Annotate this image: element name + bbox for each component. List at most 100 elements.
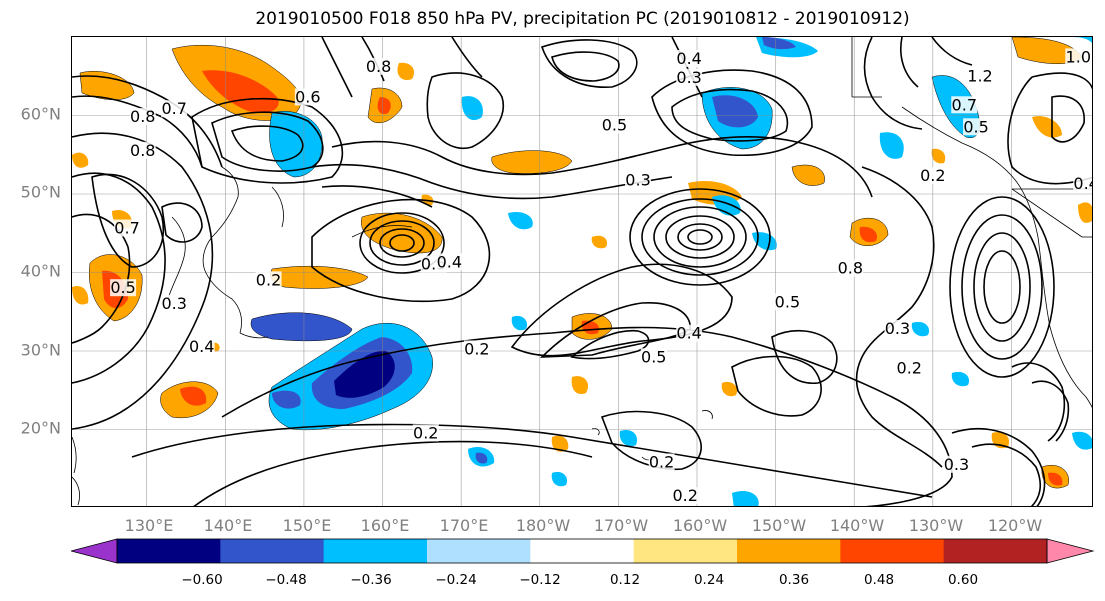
contour-label-bg	[672, 487, 699, 505]
contour-label-bg	[601, 116, 628, 134]
contour-label: 1.2	[967, 66, 992, 85]
colorbar-segment	[323, 539, 428, 563]
contour-label: 0.2	[672, 486, 697, 505]
colorbar-tick-0-36: 0.36	[778, 572, 810, 588]
colorbar-segment	[530, 539, 635, 563]
lon-label-160e: 160°E	[360, 516, 410, 535]
contour-label-bg	[648, 453, 675, 471]
contour-label-bg	[943, 455, 970, 473]
lon-label-170e: 170°E	[439, 516, 489, 535]
contour-label-bg	[188, 338, 215, 356]
colorbar-segment	[427, 539, 531, 563]
map-canvas: 0.60.80.70.80.80.70.50.30.40.20.50.40.20…	[72, 37, 1093, 506]
map-panel: 0.6 0.8 0.7 0.8 0.8 0.7 0.5 0.3 0.4 0.2 0.5 0.4 0.2 0…	[71, 36, 1093, 507]
contour-label-bg	[365, 57, 392, 75]
colorbar-segment	[943, 539, 1048, 563]
contour-label-bg	[774, 293, 801, 311]
contour-label-bg	[676, 324, 703, 342]
contour-label: 0.2	[649, 452, 674, 471]
contour-label: 0.7	[952, 95, 977, 114]
contour-label-bg	[412, 424, 439, 442]
colorbar-tick-0-12: 0.12	[609, 572, 641, 588]
lon-label-140w: 140°W	[829, 516, 885, 535]
contour-label: 0.8	[130, 141, 155, 160]
contour-label-bg	[625, 171, 652, 189]
contour-label-bg	[963, 118, 990, 136]
contour-label-bg	[1073, 174, 1092, 192]
contour-label-bg	[896, 359, 923, 377]
lon-label-140e: 140°E	[203, 516, 253, 535]
contour-label: 0.3	[676, 68, 701, 87]
contour-label-bg	[114, 219, 141, 237]
colorbar-tick-0-48: 0.48	[863, 572, 895, 588]
colorbar-segment	[117, 539, 221, 563]
contour-label: 0.8	[838, 259, 863, 278]
contour-label-bg	[129, 141, 156, 159]
lat-label-40n: 40°N	[20, 261, 61, 281]
figure-title: 2019010500 F018 850 hPa PV, precipitatio…	[255, 9, 910, 29]
contour-label: 0.4	[676, 324, 701, 343]
colorbar-tick-minus-0-60: −0.60	[181, 572, 223, 588]
contour-label: 0.4	[1073, 174, 1093, 193]
contour-label-bg	[951, 96, 978, 114]
contour-label: 0.5	[775, 292, 800, 311]
lat-label-20n: 20°N	[20, 418, 61, 438]
colorbar	[71, 538, 1095, 564]
lon-label-150e: 150°E	[282, 516, 332, 535]
contour-label-bg	[436, 253, 463, 271]
colorbar-segment	[633, 539, 738, 563]
colorbar-tick-0-24: 0.24	[693, 572, 725, 588]
contour-label: 0.4	[189, 337, 214, 356]
contour-label: 1.0	[1066, 47, 1091, 66]
contour-label-bg	[1065, 48, 1092, 66]
contour-label: 0.5	[963, 117, 988, 136]
contour-label: 0.3	[161, 294, 186, 313]
contour-label: 0.5	[602, 116, 627, 135]
contour-label: 0.6	[295, 87, 320, 106]
contour-label: 0.7	[161, 99, 186, 118]
contour-label: 0.4	[437, 252, 462, 271]
contour-label: 0.5	[110, 278, 135, 297]
contour-label: 0.2	[256, 270, 281, 289]
lon-label-120w: 120°W	[987, 516, 1043, 535]
colorbar-extend-high	[1046, 538, 1095, 564]
lon-label-130e: 130°E	[124, 516, 174, 535]
contour-label-bg	[884, 320, 911, 338]
contour-label: 0.2	[413, 423, 438, 442]
contour-label: 0.3	[885, 319, 910, 338]
contour-label-bg	[967, 67, 994, 85]
precipitation-anomaly-shading	[72, 37, 1092, 506]
contour-label: 0.3	[625, 171, 650, 190]
lon-label-130w: 130°W	[908, 516, 964, 535]
colorbar-tick-minus-0-36: −0.36	[350, 572, 392, 588]
colorbar-extend-low	[71, 538, 118, 564]
lon-label-180w: 180°W	[515, 516, 571, 535]
colorbar-segment	[737, 539, 841, 563]
lat-label-30n: 30°N	[20, 340, 61, 360]
contour-label-bg	[161, 100, 188, 118]
contour-label-bg	[294, 88, 321, 106]
contour-label-bg	[837, 259, 864, 277]
contour-label-bg	[129, 108, 156, 126]
contour-labels: 0.60.80.70.80.80.70.50.30.40.20.50.40.20…	[110, 47, 1093, 505]
lon-label-170w: 170°W	[593, 516, 649, 535]
lon-label-150w: 150°W	[751, 516, 807, 535]
contour-label: 0.3	[944, 455, 969, 474]
colorbar-tick-minus-0-48: −0.48	[265, 572, 307, 588]
contour-label-bg	[161, 294, 188, 312]
lat-label-50n: 50°N	[20, 182, 61, 202]
contour-label: 0.7	[114, 219, 139, 238]
contour-label: 0.8	[366, 57, 391, 76]
contour-label-bg	[255, 271, 282, 289]
lat-label-60n: 60°N	[20, 104, 61, 124]
contour-label: 0.8	[130, 107, 155, 126]
colorbar-tick-minus-0-12: −0.12	[519, 572, 561, 588]
colorbar-tick-minus-0-24: −0.24	[435, 572, 477, 588]
lon-label-160w: 160°W	[672, 516, 728, 535]
contour-label: 0.2	[920, 166, 945, 185]
contour-label: 0.4	[676, 49, 701, 68]
contour-label-bg	[676, 49, 703, 67]
contour-label-bg	[110, 279, 137, 297]
colorbar-tick-0-60: 0.60	[947, 572, 979, 588]
colorbar-frame	[116, 538, 1048, 564]
